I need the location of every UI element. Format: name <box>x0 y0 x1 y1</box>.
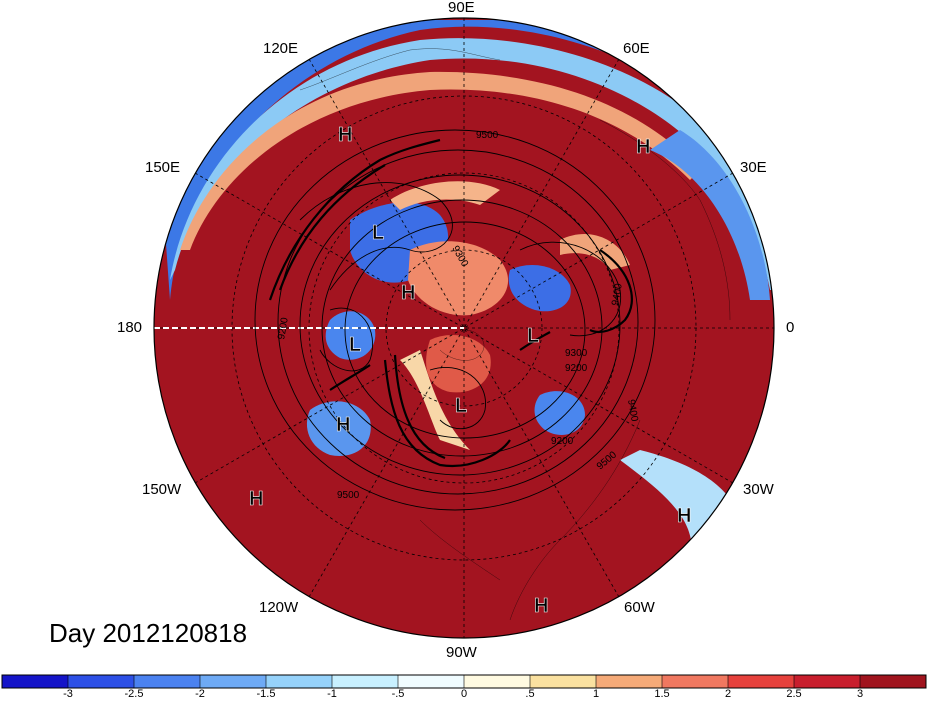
anomaly-field <box>154 18 774 638</box>
pressure-center: H <box>636 136 650 158</box>
lon-label-30e: 30E <box>740 159 767 176</box>
colorbar-tick-label: -2 <box>195 688 205 700</box>
colorbar-swatch <box>662 675 729 688</box>
colorbar-tick-label: 1.5 <box>654 688 670 700</box>
lon-label-150w: 150W <box>142 481 182 498</box>
colorbar-tick-label: 2.5 <box>786 688 802 700</box>
colorbar-swatch <box>2 675 69 688</box>
colorbar-tick-label: -1.5 <box>256 688 276 700</box>
date-label: Day 2012120818 <box>49 618 248 648</box>
lon-label-120w: 120W <box>259 599 299 616</box>
pressure-center: H <box>677 505 691 527</box>
colorbar-tick-label: -3 <box>63 688 73 700</box>
lon-label-90w: 90W <box>446 644 477 661</box>
contour-label: 9300 <box>565 348 588 359</box>
contour-label: 9500 <box>476 130 499 141</box>
lon-label-180: 180 <box>117 319 143 336</box>
colorbar-swatch <box>266 675 333 688</box>
colorbar-tick-label: -2.5 <box>124 688 144 700</box>
map-border <box>153 17 775 639</box>
contour-label: 9400 <box>610 282 625 306</box>
jet-streaks <box>268 138 633 468</box>
lon-label-150e: 150E <box>145 159 181 176</box>
contour-label: 9200 <box>565 363 588 374</box>
lon-label-30w: 30W <box>743 481 774 498</box>
pressure-center: L <box>372 222 384 244</box>
colorbar-swatch <box>134 675 201 688</box>
colorbar-swatch <box>464 675 531 688</box>
colorbar-tick-label: 3 <box>856 688 864 700</box>
colorbar-swatch <box>794 675 861 688</box>
colorbar-tick-label: -1 <box>327 688 337 700</box>
colorbar-tick-label: 1 <box>592 688 600 700</box>
colorbar-swatch <box>332 675 399 688</box>
pressure-center: H <box>336 414 350 436</box>
pressure-center: H <box>249 488 263 510</box>
pressure-center-group: H H L H L L H H L H H <box>249 124 692 618</box>
pressure-center: H <box>338 124 352 146</box>
pressure-center: H <box>534 595 548 617</box>
height-contours <box>254 129 656 511</box>
colorbar-tick-label: .5 <box>525 688 535 700</box>
lon-label-0: 0 <box>786 319 795 336</box>
contour-label-group: 9500 9400 9300 9200 9500 9500 9200 9200 … <box>276 130 640 501</box>
colorbar-swatch <box>398 675 465 688</box>
colorbar <box>1 674 927 689</box>
pressure-center: L <box>349 334 361 356</box>
colorbar-swatch <box>860 675 927 688</box>
colorbar-tick-label: 0 <box>460 688 468 700</box>
colorbar-swatch <box>596 675 663 688</box>
lon-label-60w: 60W <box>624 599 655 616</box>
colorbar-swatch <box>530 675 597 688</box>
contour-label: 9200 <box>276 316 291 340</box>
pressure-center: H <box>401 282 415 304</box>
colorbar-tick-label: 2 <box>724 688 732 700</box>
lon-label-120e: 120E <box>263 40 299 57</box>
contour-label: 9200 <box>551 436 574 447</box>
colorbar-tick-label: -.5 <box>391 688 405 700</box>
pressure-center: L <box>455 395 467 417</box>
pressure-center: L <box>527 325 539 347</box>
coastlines <box>299 48 731 621</box>
lon-label-90e: 90E <box>448 0 475 16</box>
lon-label-60e: 60E <box>623 40 650 57</box>
colorbar-swatch <box>200 675 267 688</box>
colorbar-swatch <box>728 675 795 688</box>
contour-label: 9400 <box>625 399 640 423</box>
colorbar-swatch <box>68 675 135 688</box>
contour-label: 9500 <box>337 490 360 501</box>
